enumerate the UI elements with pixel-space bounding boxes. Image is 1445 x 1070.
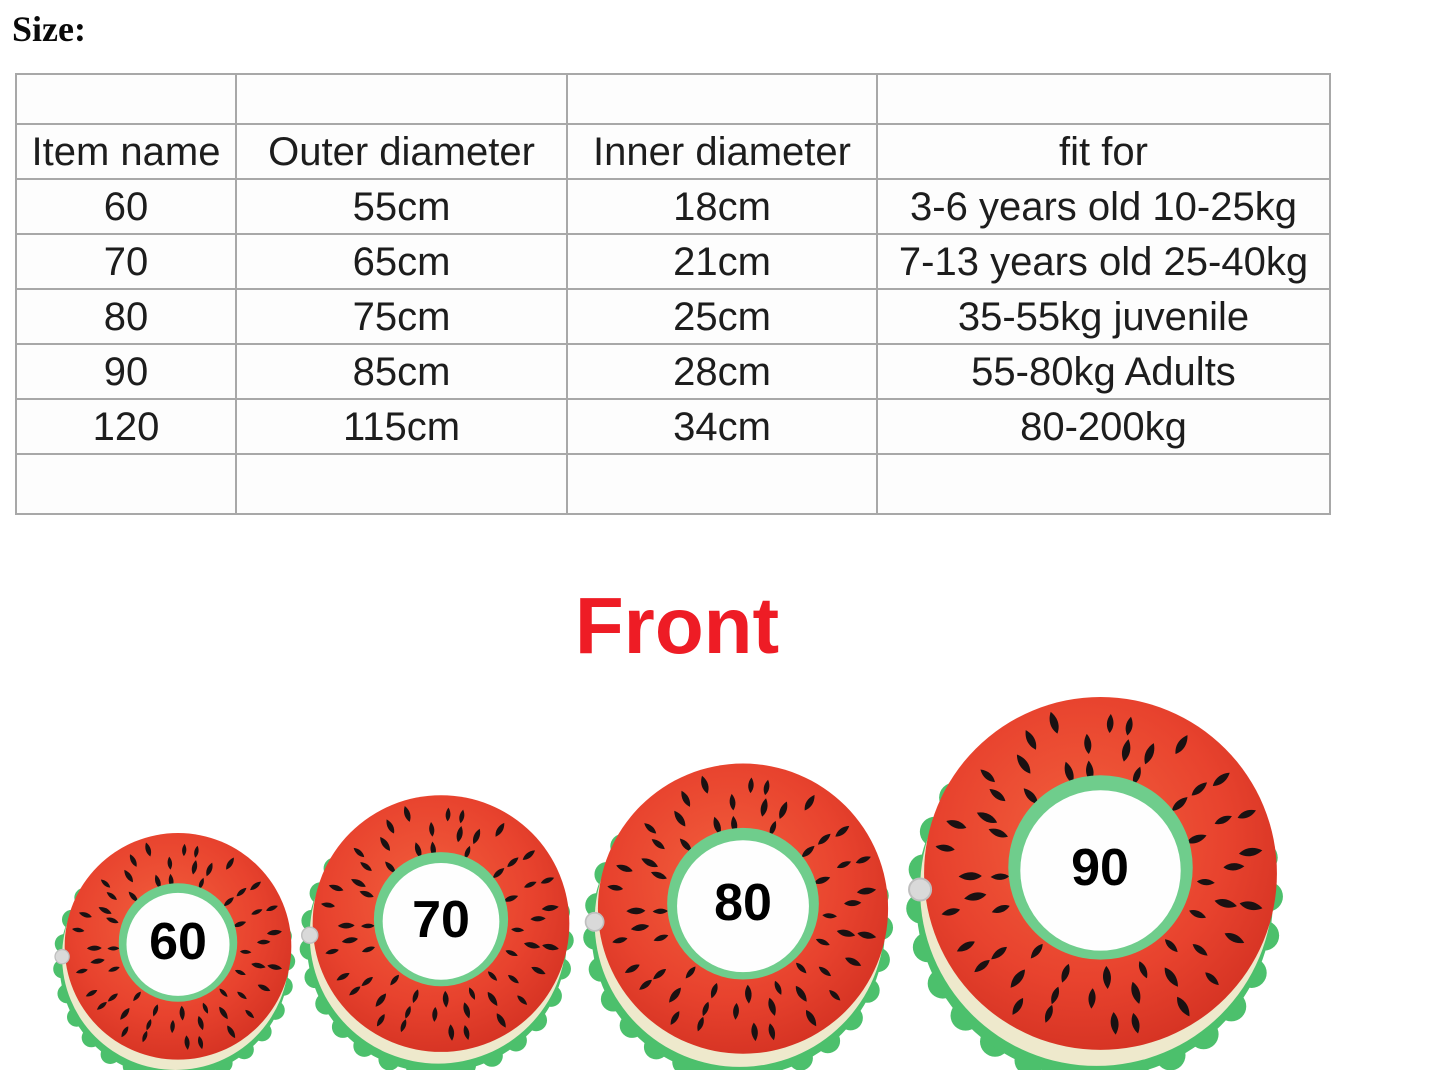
table-row: 120 115cm 34cm 80-200kg <box>15 398 1331 455</box>
cell-inner-diameter: 28cm <box>566 343 878 400</box>
cell-item-name: 70 <box>15 233 237 290</box>
table-row: 70 65cm 21cm 7-13 years old 25-40kg <box>15 233 1331 290</box>
ring-size-label: 70 <box>412 891 470 949</box>
cell-inner-diameter: 25cm <box>566 288 878 345</box>
cell-item-name: 80 <box>15 288 237 345</box>
size-heading: Size: <box>12 9 86 49</box>
cell-fit-for: 55-80kg Adults <box>876 343 1331 400</box>
cell-fit-for: 35-55kg juvenile <box>876 288 1331 345</box>
cell-outer-diameter: 65cm <box>235 233 568 290</box>
cell-outer-diameter: 115cm <box>235 398 568 455</box>
cell-inner-diameter: 34cm <box>566 398 878 455</box>
empty-cell <box>15 453 237 515</box>
cell-fit-for: 7-13 years old 25-40kg <box>876 233 1331 290</box>
cell-outer-diameter: 55cm <box>235 178 568 235</box>
cell-inner-diameter: 21cm <box>566 233 878 290</box>
cell-fit-for: 80-200kg <box>876 398 1331 455</box>
empty-cell <box>235 453 568 515</box>
table-header-row: Item name Outer diameter Inner diameter … <box>15 123 1331 180</box>
table-empty-row <box>15 73 1331 125</box>
empty-cell <box>15 73 237 125</box>
cell-item-name: 120 <box>15 398 237 455</box>
cell-fit-for: 3-6 years old 10-25kg <box>876 178 1331 235</box>
cell-inner-diameter: 18cm <box>566 178 878 235</box>
empty-cell <box>876 453 1331 515</box>
empty-cell <box>876 73 1331 125</box>
ring-size-label: 60 <box>149 913 207 971</box>
size-table: Item name Outer diameter Inner diameter … <box>15 73 1331 515</box>
cell-outer-diameter: 85cm <box>235 343 568 400</box>
cell-outer-diameter: 75cm <box>235 288 568 345</box>
cell-item-name: 90 <box>15 343 237 400</box>
column-header-item-name: Item name <box>15 123 237 180</box>
table-row: 90 85cm 28cm 55-80kg Adults <box>15 343 1331 400</box>
column-header-fit-for: fit for <box>876 123 1331 180</box>
ring-size-label: 80 <box>714 874 772 932</box>
empty-cell <box>566 453 878 515</box>
table-row: 60 55cm 18cm 3-6 years old 10-25kg <box>15 178 1331 235</box>
cell-item-name: 60 <box>15 178 237 235</box>
column-header-inner-diameter: Inner diameter <box>566 123 878 180</box>
front-heading: Front <box>574 581 780 670</box>
table-empty-row <box>15 453 1331 515</box>
empty-cell <box>566 73 878 125</box>
column-header-outer-diameter: Outer diameter <box>235 123 568 180</box>
empty-cell <box>235 73 568 125</box>
table-row: 80 75cm 25cm 35-55kg juvenile <box>15 288 1331 345</box>
ring-size-label: 90 <box>1071 839 1129 897</box>
